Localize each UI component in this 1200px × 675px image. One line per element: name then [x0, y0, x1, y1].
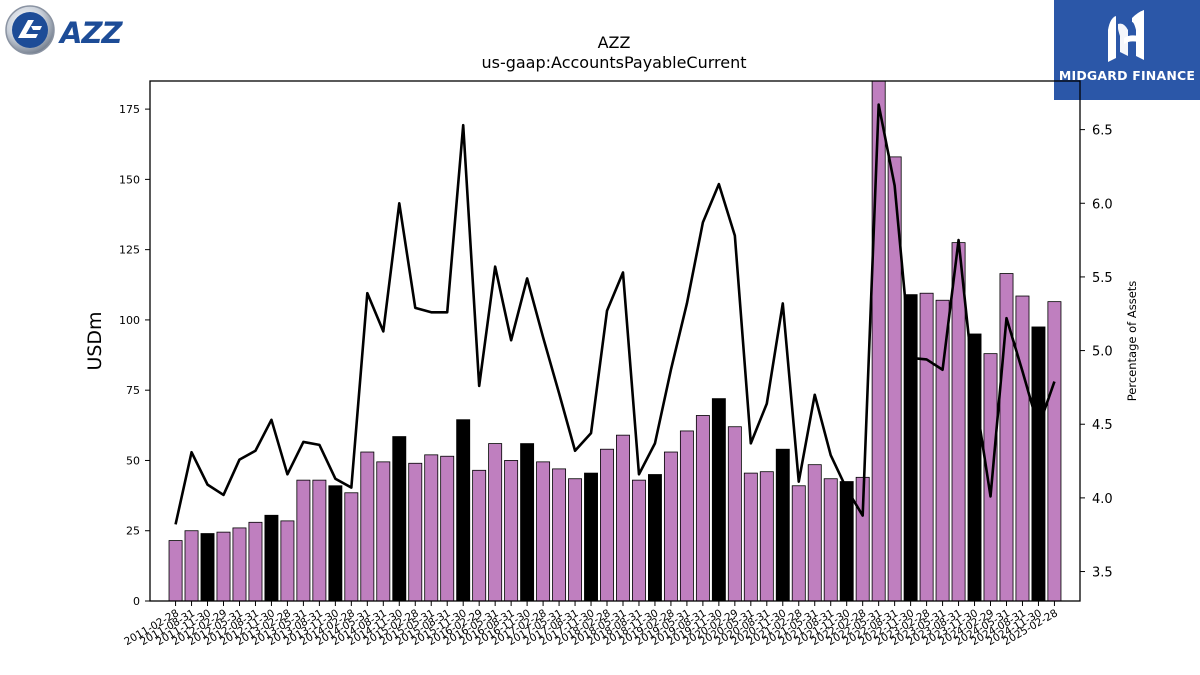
bar-2013-08-31	[312, 479, 327, 602]
y2-tick-label-6.5: 6.5	[1092, 124, 1113, 139]
bar-2014-08-31	[376, 461, 391, 602]
bar-2013-02-28	[280, 520, 295, 602]
bar-2017-05-31	[552, 468, 567, 602]
bar-2012-02-29	[216, 531, 231, 602]
y-tick-label-150: 150	[119, 173, 140, 186]
bar-2011-02-28	[168, 540, 183, 602]
bar-2012-11-30	[264, 514, 279, 602]
y-tick-label-0: 0	[133, 595, 140, 608]
bar-2023-05-31	[935, 299, 950, 602]
y-tick-label-175: 175	[119, 103, 140, 116]
bar-2016-08-31	[504, 460, 519, 602]
bar-2022-05-31	[871, 80, 886, 602]
bar-2023-02-28	[919, 292, 934, 602]
bar-2015-05-31	[424, 454, 439, 602]
bar-2021-02-28	[791, 485, 806, 602]
bar-2011-11-30	[200, 533, 215, 602]
bar-2020-08-31	[759, 471, 774, 602]
bar-2012-05-31	[232, 527, 247, 602]
bar-2016-05-31	[488, 443, 503, 602]
bar-2012-08-31	[248, 521, 263, 602]
bar-2023-08-31	[951, 242, 966, 602]
bar-2022-11-30	[903, 294, 918, 602]
bar-2024-08-31	[1015, 295, 1030, 602]
y2-tick-label-4.5: 4.5	[1092, 418, 1113, 433]
midgard-finance-text: MIDGARD FINANCE	[1058, 68, 1196, 83]
y-tick-label-75: 75	[126, 384, 140, 397]
bar-2015-11-30	[456, 419, 471, 602]
midgard-finance-logo: MIDGARD FINANCE	[1054, 0, 1200, 100]
chart-subtitle: us-gaap:AccountsPayableCurrent	[481, 53, 746, 72]
azz-logo-emblem-icon	[5, 5, 55, 55]
bar-2015-08-31	[440, 455, 455, 602]
y-tick-label-50: 50	[126, 454, 140, 467]
y2-tick-label-6: 6.0	[1092, 197, 1113, 212]
azz-logo-text: AZZ	[60, 16, 122, 50]
bar-2019-08-31	[695, 415, 710, 602]
bar-2011-08-31	[184, 530, 199, 602]
y-tick-label-25: 25	[126, 525, 140, 538]
bar-2015-02-28	[408, 462, 423, 602]
bar-2021-08-31	[823, 478, 838, 602]
line-layer	[174, 103, 1056, 525]
bar-2018-08-31	[632, 479, 646, 602]
bar-2019-11-30	[711, 398, 726, 602]
bar-2019-02-28	[663, 451, 678, 602]
y-axis-label: USDm	[84, 311, 106, 370]
y-tick-label-125: 125	[119, 244, 140, 257]
bar-2021-05-31	[807, 464, 822, 602]
bar-2016-11-30	[520, 443, 535, 602]
bar-2020-11-30	[775, 448, 790, 602]
y-tick-label-100: 100	[119, 314, 140, 327]
y2-tick-label-3.5: 3.5	[1092, 566, 1113, 581]
bar-2024-02-29	[983, 353, 998, 602]
chart-title: AZZ	[598, 33, 631, 52]
bar-2017-02-28	[536, 461, 551, 602]
bar-2014-05-31	[360, 451, 375, 602]
azz-logo: AZZ	[4, 4, 144, 58]
bars-layer	[168, 80, 1062, 602]
ticks-layer: 0 25 50 75 100 125 150 175 3.5 4.0 4.5 5.0 5.5 6.0 6.5…	[119, 103, 1113, 648]
y2-tick-label-5.5: 5.5	[1092, 271, 1113, 286]
bar-2019-05-31	[679, 430, 694, 602]
bar-2017-11-30	[584, 472, 598, 602]
bar-2014-02-28	[344, 492, 359, 602]
bar-2018-02-28	[600, 448, 614, 602]
y2-tick-label-5: 5.0	[1092, 345, 1113, 360]
axes-layer	[149, 80, 1081, 602]
y2-axis-label: Percentage of Assets	[1125, 281, 1139, 402]
y2-tick-label-4: 4.0	[1092, 492, 1113, 507]
bar-2014-11-30	[392, 436, 407, 602]
bar-2023-11-30	[967, 333, 982, 602]
bar-2020-05-31	[743, 472, 758, 602]
bar-2016-02-29	[472, 469, 487, 602]
bar-2021-11-30	[839, 481, 854, 602]
midgard-emblem-icon	[1108, 10, 1144, 62]
bar-2018-05-31	[616, 434, 630, 602]
bar-2018-11-30	[648, 474, 662, 602]
bar-2025-02-28	[1047, 301, 1062, 602]
line-percentage-of-assets	[174, 103, 1056, 525]
bar-2020-02-29	[727, 426, 742, 602]
plot-frame	[149, 80, 1081, 602]
bar-2013-05-31	[296, 479, 311, 602]
bar-2024-11-30	[1031, 326, 1046, 602]
bar-2017-08-31	[568, 478, 583, 602]
bar-2013-11-30	[328, 485, 343, 602]
